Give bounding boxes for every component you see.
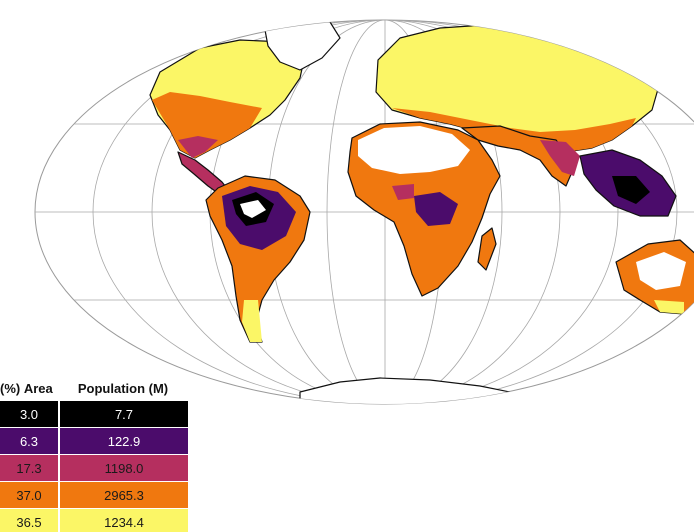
legend-row: 37.0 2965.3 [0, 482, 188, 509]
legend-row: 36.5 1234.4 [0, 509, 188, 532]
land [149, 20, 694, 404]
legend-header-population: Population (M) [77, 380, 169, 396]
legend-row: 3.0 7.7 [0, 401, 188, 428]
legend-table: Area (%) Population (M) 3.0 7.7 6.3 122.… [0, 375, 188, 532]
legend-population-value: 1198.0 [60, 455, 188, 481]
legend-population-value: 122.9 [60, 428, 188, 454]
legend-header: Area (%) Population (M) [0, 375, 188, 401]
legend-population-value: 1234.4 [60, 509, 188, 532]
madagascar [477, 227, 497, 271]
legend-area-value: 36.5 [0, 509, 60, 532]
legend-row: 17.3 1198.0 [0, 455, 188, 482]
legend-area-value: 6.3 [0, 428, 60, 454]
legend-population-value: 7.7 [60, 401, 188, 427]
legend-area-value: 3.0 [0, 401, 60, 427]
legend-area-value: 17.3 [0, 455, 60, 481]
legend-header-area: Area (%) [0, 380, 53, 396]
legend-row: 6.3 122.9 [0, 428, 188, 455]
legend-population-value: 2965.3 [60, 482, 188, 508]
legend-area-value: 37.0 [0, 482, 60, 508]
